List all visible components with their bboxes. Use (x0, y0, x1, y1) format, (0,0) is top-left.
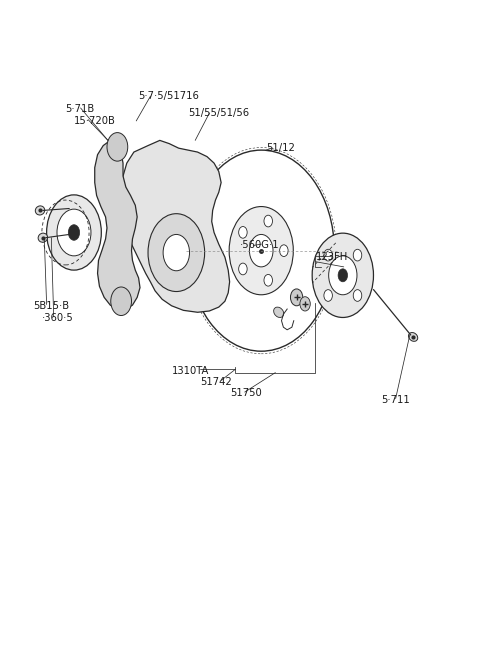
Circle shape (229, 206, 293, 295)
Circle shape (264, 215, 273, 227)
Text: 123FH: 123FH (315, 252, 348, 262)
Text: ·360·5: ·360·5 (42, 313, 73, 323)
Text: ·560G·1: ·560G·1 (240, 240, 280, 250)
Polygon shape (95, 141, 140, 309)
Ellipse shape (36, 206, 45, 215)
Circle shape (324, 290, 332, 302)
Circle shape (148, 214, 204, 292)
Circle shape (250, 235, 273, 267)
Circle shape (329, 256, 357, 295)
Circle shape (163, 235, 190, 271)
Circle shape (338, 269, 348, 282)
Text: 15·720B: 15·720B (74, 116, 116, 126)
Circle shape (280, 245, 288, 256)
Circle shape (111, 287, 132, 315)
Circle shape (324, 249, 332, 261)
Text: 51750: 51750 (230, 388, 262, 398)
Circle shape (68, 225, 80, 240)
Text: 5B15·B: 5B15·B (34, 301, 70, 311)
Text: 51742: 51742 (200, 376, 232, 387)
Circle shape (353, 249, 362, 261)
Text: 5·71B: 5·71B (65, 104, 95, 114)
Ellipse shape (274, 307, 284, 317)
Circle shape (107, 133, 128, 161)
Text: 5·7·5/51716: 5·7·5/51716 (139, 91, 200, 101)
Text: 1310TA: 1310TA (172, 366, 209, 376)
Circle shape (57, 209, 91, 256)
Ellipse shape (408, 332, 418, 342)
Circle shape (290, 289, 303, 306)
Text: 51/55/51/56: 51/55/51/56 (188, 108, 249, 118)
Circle shape (312, 233, 373, 317)
Circle shape (47, 195, 101, 270)
Text: 5·711: 5·711 (382, 395, 410, 405)
Circle shape (353, 290, 362, 302)
Polygon shape (121, 141, 229, 312)
Circle shape (300, 297, 310, 311)
Circle shape (188, 150, 335, 351)
Ellipse shape (38, 233, 48, 242)
Text: 51/12: 51/12 (266, 143, 295, 153)
Circle shape (239, 227, 247, 238)
Circle shape (239, 263, 247, 275)
Circle shape (264, 275, 273, 286)
